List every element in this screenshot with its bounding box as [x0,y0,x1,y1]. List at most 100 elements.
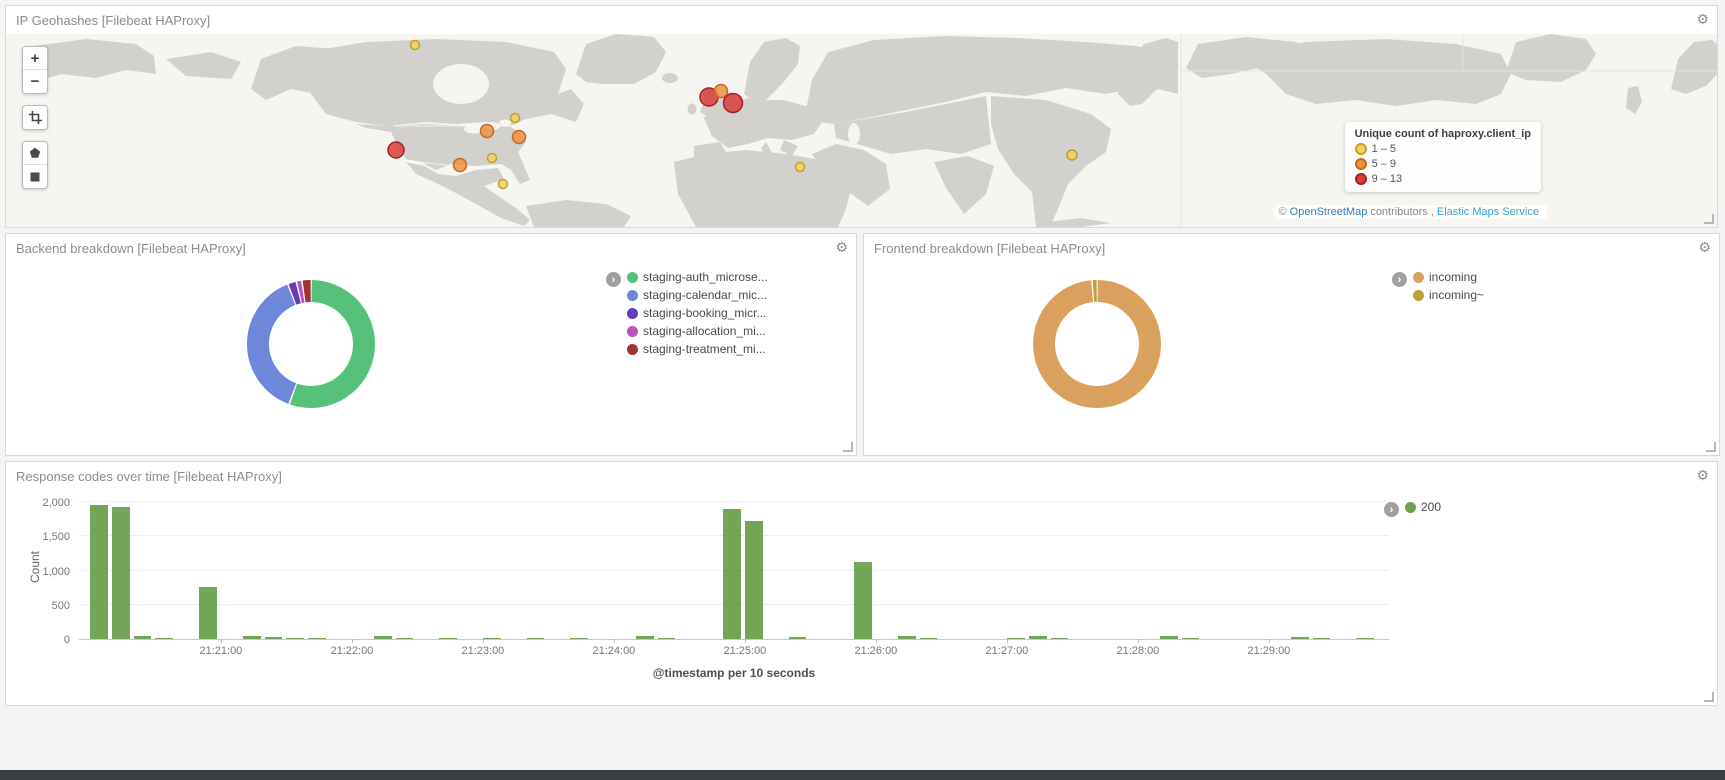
map-marker[interactable] [409,39,421,51]
donut-slice[interactable] [247,280,375,408]
map-legend-title: Unique count of haproxy.client_ip [1354,128,1531,140]
panel-resize-handle[interactable] [1706,442,1716,452]
panel-resize-handle[interactable] [843,442,853,452]
panel-resize-handle[interactable] [1704,692,1714,702]
bar[interactable] [373,635,392,639]
map-marker[interactable] [509,112,521,124]
x-tick-mark [1006,639,1008,643]
bar[interactable] [439,638,458,639]
bar[interactable] [111,506,130,639]
bar[interactable] [308,637,327,639]
gear-icon[interactable]: ⚙ [1696,467,1709,483]
legend-toggle-icon[interactable]: › [1392,272,1407,287]
bar[interactable] [482,638,501,639]
bar[interactable] [919,638,938,639]
bar[interactable] [635,636,654,639]
donut-slice[interactable] [247,280,375,408]
legend-toggle-icon[interactable]: › [1384,502,1399,517]
panel-title: Frontend breakdown [Filebeat HAProxy] [874,241,1106,256]
bar[interactable] [133,635,152,639]
map-legend-label: 9 – 13 [1371,173,1403,185]
tile-grid [1180,34,1717,227]
legend-items: 200 [1405,500,1441,518]
panel-backend-breakdown: Backend breakdown [Filebeat HAProxy] ⚙ ›… [5,233,857,456]
map-marker[interactable] [387,141,405,159]
bar[interactable] [199,586,217,639]
bar[interactable] [1028,636,1047,639]
world-map[interactable]: + − [6,34,1717,227]
bar[interactable] [854,562,872,639]
bar[interactable] [264,637,283,639]
legend-toggle-icon[interactable]: › [606,272,621,287]
legend-dot [627,307,638,319]
gear-icon[interactable]: ⚙ [1696,11,1709,27]
map-marker[interactable] [794,161,806,173]
bar[interactable] [242,636,261,639]
legend-dot [627,325,638,337]
map-marker[interactable] [1066,149,1078,161]
x-tick-mark [351,639,353,643]
bar[interactable] [1050,638,1069,639]
map-marker[interactable] [497,178,509,190]
map-marker[interactable] [486,152,498,164]
map-zoom-in-button[interactable]: + [23,47,47,70]
legend-item[interactable]: 200 [1405,500,1441,514]
legend-item[interactable]: incoming [1413,270,1484,284]
bar[interactable] [744,520,763,639]
bar[interactable] [1006,637,1025,639]
bar[interactable] [788,637,807,639]
legend-dot [1413,271,1424,283]
bar[interactable] [286,637,305,639]
legend-item[interactable]: staging-auth_microse... [627,270,768,284]
gear-icon[interactable]: ⚙ [835,239,848,255]
x-tick-mark [613,639,615,643]
bar[interactable] [89,505,108,639]
map-legend-item: 5 – 9 [1354,158,1531,170]
map-zoom-out-button[interactable]: − [23,70,47,93]
bar[interactable] [526,638,545,639]
panel-ip-geohashes: IP Geohashes [Filebeat HAProxy] ⚙ [5,5,1718,228]
legend-item[interactable]: staging-allocation_mi... [627,324,768,338]
map-marker[interactable] [452,157,468,173]
bar[interactable] [395,637,414,639]
x-tick-label: 21:22:00 [330,645,374,657]
legend-items: staging-auth_microse... staging-calendar_… [627,270,768,360]
bar[interactable] [1159,635,1178,639]
map-marker[interactable] [511,129,527,145]
polygon-icon [29,147,41,158]
bar[interactable] [1181,638,1200,639]
bar[interactable] [897,636,916,639]
map-legend-label: 1 – 5 [1371,143,1397,155]
panel-title: Response codes over time [Filebeat HAPro… [16,469,282,484]
legend-label: staging-treatment_mi... [643,342,766,356]
donut-slice[interactable] [1033,280,1161,408]
map-marker[interactable] [722,92,744,114]
bar[interactable] [1356,638,1375,639]
legend-dot [1405,501,1416,513]
map-rectangle-filter-button[interactable] [23,165,47,188]
map-marker[interactable] [479,123,495,139]
x-tick-mark [220,639,222,643]
x-tick-label: 21:21:00 [199,645,243,657]
legend-item[interactable]: staging-calendar_mic... [627,288,768,302]
map-fit-bounds-button[interactable] [23,106,47,129]
bar[interactable] [657,637,676,639]
bar[interactable] [1290,637,1309,639]
map-marker[interactable] [713,83,729,99]
link-elastic-maps-service[interactable]: Elastic Maps Service [1436,206,1539,218]
backend-legend: › staging-auth_microse... staging-calenda… [606,270,768,360]
legend-item[interactable]: incoming~ [1413,288,1484,302]
legend-item[interactable]: staging-treatment_mi... [627,342,768,356]
world-landmasses [21,34,1717,227]
map-polygon-filter-button[interactable] [23,142,47,165]
frontend-legend: › incoming incoming~ [1392,270,1484,306]
gear-icon[interactable]: ⚙ [1698,239,1711,255]
bar[interactable] [570,638,589,639]
bar[interactable] [1312,637,1331,639]
bar[interactable] [723,508,741,639]
link-openstreetmap[interactable]: OpenStreetMap [1289,206,1368,218]
panel-resize-handle[interactable] [1704,214,1714,224]
x-tick-label: 21:29:00 [1247,645,1291,657]
bar[interactable] [155,637,174,639]
legend-item[interactable]: staging-booking_micr... [627,306,768,320]
